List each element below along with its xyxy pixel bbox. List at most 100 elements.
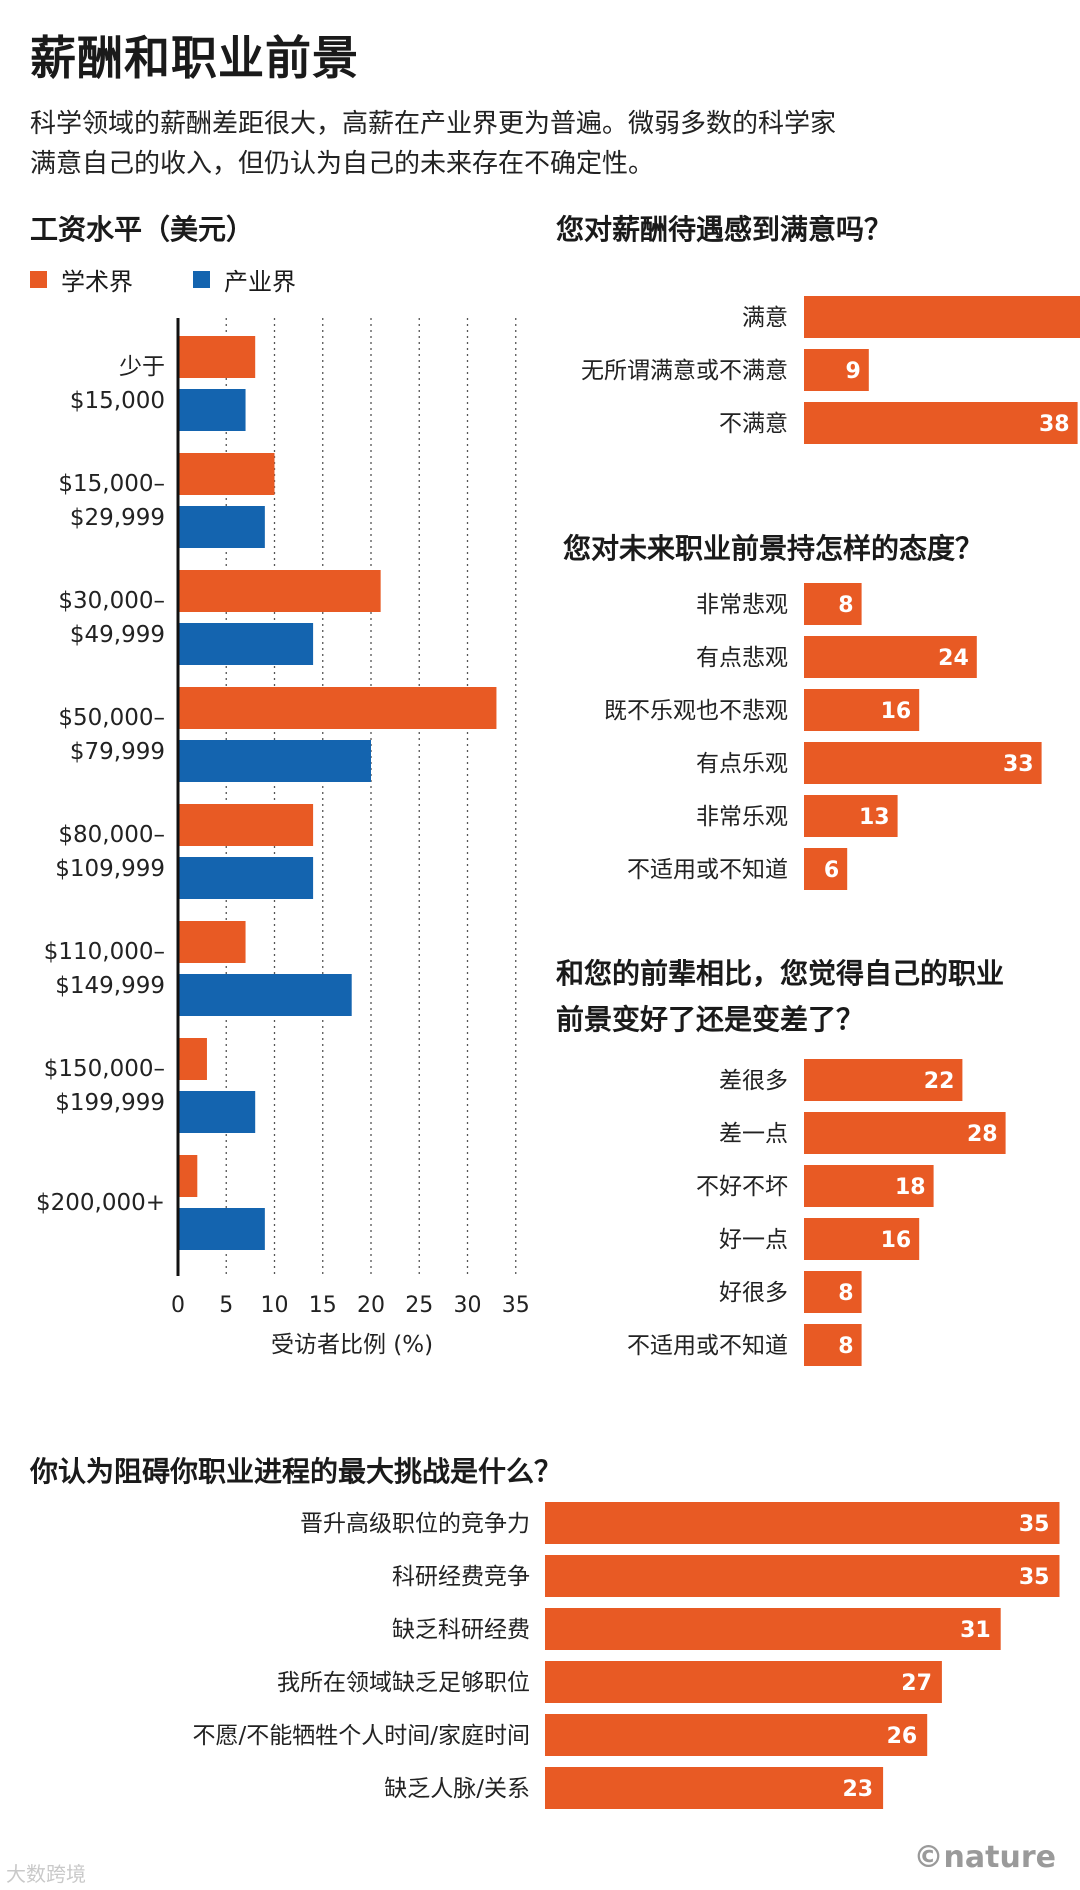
compare-bar-1 (804, 1112, 1006, 1154)
watermark-nature: ©nature (913, 1840, 1056, 1875)
compare-chart-title-line-1: 和您的前辈相比，您觉得自己的职业 (556, 957, 1005, 990)
salary-chart-title: 工资水平（美元） (30, 213, 255, 246)
compare-bar-0 (804, 1059, 963, 1101)
challenges-value-label-0: 35 (1019, 1512, 1050, 1537)
compare-value-label-4: 8 (838, 1281, 853, 1306)
challenges-value-label-4: 26 (887, 1724, 918, 1749)
outlook-bar-1 (804, 636, 977, 678)
x-tick-label-15: 15 (309, 1293, 337, 1318)
challenges-bar-4 (545, 1714, 928, 1756)
compare-value-label-0: 22 (924, 1069, 955, 1094)
outlook-category-label-3: 有点乐观 (696, 751, 788, 777)
category-label-6-line1: $150,000– (44, 1056, 165, 1082)
bar-academia-0 (178, 336, 256, 378)
challenges-bar-1 (545, 1555, 1060, 1597)
outlook-category-label-5: 不适用或不知道 (627, 857, 788, 883)
outlook-bar-3 (804, 742, 1042, 784)
subtitle-line-2: 满意自己的收入，但仍认为自己的未来存在不确定性。 (30, 149, 655, 179)
challenges-bar-2 (545, 1608, 1001, 1650)
x-tick-label-35: 35 (502, 1293, 530, 1318)
satisfaction-category-label-0: 满意 (742, 305, 788, 331)
x-tick-label-20: 20 (357, 1293, 385, 1318)
bar-industry-7 (178, 1208, 265, 1250)
challenges-value-label-5: 23 (842, 1777, 873, 1802)
challenges-chart-title: 你认为阻碍你职业进程的最大挑战是什么？ (30, 1455, 563, 1488)
bar-industry-4 (178, 857, 314, 899)
category-label-0-line2: $15,000 (70, 388, 165, 414)
outlook-value-label-3: 33 (1003, 752, 1034, 777)
compare-category-label-3: 好一点 (719, 1227, 788, 1253)
compare-bar-5 (804, 1324, 862, 1366)
legend-academia: 学术界 (30, 262, 133, 297)
satisfaction-category-label-2: 不满意 (719, 411, 788, 437)
outlook-value-label-5: 6 (824, 858, 839, 883)
bar-academia-3 (178, 687, 497, 729)
satisfaction-bar-0 (804, 296, 1080, 338)
satisfaction-value-label-1: 9 (845, 359, 860, 384)
subtitle: 科学领域的薪酬差距很大，高薪在产业界更为普遍。微弱多数的科学家 满意自己的收入，… (30, 104, 1030, 184)
outlook-value-label-1: 24 (938, 646, 969, 671)
outlook-category-label-0: 非常悲观 (696, 592, 788, 618)
bar-industry-2 (178, 623, 314, 665)
outlook-chart-title: 您对未来职业前景持怎样的态度？ (563, 532, 984, 565)
compare-value-label-1: 28 (967, 1122, 998, 1147)
satisfaction-value-label-2: 38 (1039, 412, 1070, 437)
category-label-2-line2: $49,999 (70, 622, 165, 648)
x-tick-label-10: 10 (261, 1293, 289, 1318)
satisfaction-chart-title: 您对薪酬待遇感到满意吗？ (556, 213, 893, 246)
outlook-bar-5 (804, 848, 848, 890)
satisfaction-bar-1 (804, 349, 869, 391)
outlook-value-label-2: 16 (881, 699, 912, 724)
bar-industry-1 (178, 506, 265, 548)
compare-value-label-2: 18 (895, 1175, 926, 1200)
outlook-bar-4 (804, 795, 898, 837)
compare-chart-title-line-2: 前景变好了还是变差了？ (556, 1003, 865, 1036)
compare-category-label-2: 不好不坏 (696, 1174, 788, 1200)
compare-value-label-5: 8 (838, 1334, 853, 1359)
challenges-value-label-1: 35 (1019, 1565, 1050, 1590)
category-label-1-line1: $15,000– (58, 471, 165, 497)
challenges-bar-5 (545, 1767, 884, 1809)
challenges-value-label-2: 31 (960, 1618, 991, 1643)
bar-industry-3 (178, 740, 371, 782)
category-label-2-line1: $30,000– (58, 588, 165, 614)
compare-bar-3 (804, 1218, 920, 1260)
outlook-bar-2 (804, 689, 920, 731)
challenges-value-label-3: 27 (901, 1671, 932, 1696)
category-label-5-line2: $149,999 (55, 973, 165, 999)
compare-value-label-3: 16 (881, 1228, 912, 1253)
legend-industry-label: 产业界 (224, 268, 296, 296)
bar-academia-7 (178, 1155, 198, 1197)
outlook-value-label-0: 8 (838, 593, 853, 618)
page-title: 薪酬和职业前景 (30, 31, 359, 85)
challenges-category-label-1: 科研经费竞争 (392, 1564, 530, 1590)
compare-bar-4 (804, 1271, 862, 1313)
category-label-0-line1: 少于 (119, 354, 165, 380)
challenges-category-label-2: 缺乏科研经费 (392, 1617, 530, 1643)
x-tick-label-25: 25 (405, 1293, 433, 1318)
x-tick-label-30: 30 (454, 1293, 482, 1318)
outlook-category-label-2: 既不乐观也不悲观 (604, 698, 788, 724)
legend-academia-swatch (30, 271, 47, 288)
bar-academia-5 (178, 921, 246, 963)
compare-category-label-4: 好很多 (719, 1280, 788, 1306)
legend-industry: 产业界 (193, 262, 296, 297)
bar-industry-6 (178, 1091, 256, 1133)
satisfaction-bar-2 (804, 402, 1078, 444)
challenges-category-label-0: 晋升高级职位的竞争力 (300, 1511, 530, 1537)
category-label-3-line2: $79,999 (70, 739, 165, 765)
challenges-bar-0 (545, 1502, 1060, 1544)
bar-academia-6 (178, 1038, 207, 1080)
category-label-1-line2: $29,999 (70, 505, 165, 531)
category-label-3-line1: $50,000– (58, 705, 165, 731)
category-label-4-line2: $109,999 (55, 856, 165, 882)
challenges-bar-3 (545, 1661, 942, 1703)
watermark-left: 大数跨境 (6, 1862, 86, 1886)
compare-category-label-5: 不适用或不知道 (627, 1333, 788, 1359)
challenges-category-label-4: 不愿/不能牺牲个人时间/家庭时间 (193, 1723, 531, 1749)
subtitle-line-1: 科学领域的薪酬差距很大，高薪在产业界更为普遍。微弱多数的科学家 (30, 109, 837, 139)
x-tick-label-0: 0 (171, 1293, 185, 1318)
bar-academia-1 (178, 453, 275, 495)
salary-legend: 学术界 产业界 (30, 262, 356, 297)
